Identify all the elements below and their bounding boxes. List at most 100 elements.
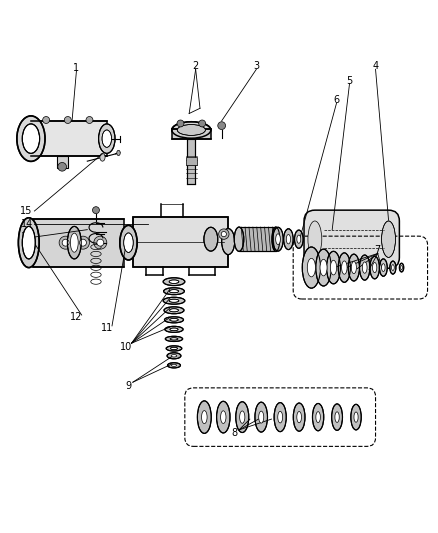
- Ellipse shape: [18, 218, 39, 268]
- Ellipse shape: [372, 263, 376, 273]
- Ellipse shape: [389, 261, 395, 274]
- Text: 6: 6: [333, 95, 339, 106]
- Text: 5: 5: [346, 76, 352, 86]
- Bar: [185, 157, 197, 165]
- Circle shape: [42, 117, 49, 124]
- Circle shape: [198, 120, 205, 127]
- Text: 1: 1: [73, 63, 79, 73]
- Ellipse shape: [70, 233, 78, 252]
- Ellipse shape: [399, 263, 403, 272]
- Circle shape: [58, 163, 66, 171]
- Ellipse shape: [272, 227, 283, 251]
- Ellipse shape: [203, 227, 217, 251]
- Ellipse shape: [326, 252, 339, 284]
- Text: 15: 15: [21, 206, 33, 216]
- Ellipse shape: [283, 229, 293, 249]
- Ellipse shape: [271, 227, 279, 252]
- Ellipse shape: [177, 125, 205, 135]
- Text: 11: 11: [100, 323, 113, 333]
- Text: 10: 10: [120, 342, 132, 352]
- Text: 4: 4: [371, 61, 378, 71]
- Ellipse shape: [201, 410, 207, 424]
- Ellipse shape: [296, 411, 301, 423]
- Ellipse shape: [381, 221, 395, 257]
- Circle shape: [92, 207, 99, 214]
- Circle shape: [76, 236, 89, 249]
- Ellipse shape: [22, 124, 39, 154]
- Ellipse shape: [294, 230, 303, 248]
- Ellipse shape: [350, 405, 360, 430]
- FancyBboxPatch shape: [304, 210, 399, 268]
- Bar: [133, 216, 228, 266]
- Ellipse shape: [341, 261, 346, 274]
- Ellipse shape: [163, 288, 184, 295]
- Bar: [57, 156, 67, 168]
- Ellipse shape: [347, 254, 359, 281]
- Ellipse shape: [124, 233, 133, 253]
- Text: 14: 14: [21, 219, 33, 229]
- Ellipse shape: [170, 348, 177, 350]
- Ellipse shape: [286, 235, 290, 244]
- Ellipse shape: [165, 336, 182, 342]
- Bar: [187, 139, 195, 184]
- Circle shape: [218, 229, 229, 239]
- Ellipse shape: [67, 227, 81, 259]
- Ellipse shape: [169, 299, 178, 302]
- Ellipse shape: [102, 130, 111, 147]
- Ellipse shape: [239, 411, 244, 423]
- Ellipse shape: [334, 412, 339, 423]
- Ellipse shape: [307, 259, 315, 277]
- Ellipse shape: [120, 225, 137, 260]
- Ellipse shape: [117, 150, 120, 156]
- Circle shape: [64, 117, 71, 124]
- Ellipse shape: [221, 229, 234, 255]
- Ellipse shape: [315, 249, 331, 286]
- Circle shape: [62, 239, 69, 246]
- Ellipse shape: [17, 116, 45, 161]
- Ellipse shape: [319, 259, 326, 276]
- Circle shape: [217, 122, 225, 130]
- Ellipse shape: [171, 122, 210, 138]
- Ellipse shape: [220, 411, 226, 423]
- Ellipse shape: [378, 259, 386, 276]
- Ellipse shape: [353, 412, 357, 422]
- Ellipse shape: [331, 404, 342, 430]
- Circle shape: [97, 239, 103, 246]
- Circle shape: [221, 231, 226, 237]
- Text: 12: 12: [70, 312, 82, 322]
- Ellipse shape: [235, 402, 248, 432]
- Ellipse shape: [312, 403, 323, 431]
- Ellipse shape: [399, 265, 402, 270]
- Ellipse shape: [293, 403, 304, 431]
- Ellipse shape: [275, 234, 280, 245]
- Circle shape: [86, 117, 93, 124]
- Ellipse shape: [170, 328, 178, 330]
- Circle shape: [59, 236, 72, 249]
- Ellipse shape: [254, 402, 267, 432]
- Ellipse shape: [163, 278, 184, 286]
- Bar: [33, 219, 124, 266]
- Circle shape: [79, 239, 86, 246]
- Ellipse shape: [302, 247, 320, 288]
- Ellipse shape: [99, 124, 115, 154]
- Circle shape: [94, 236, 106, 249]
- Ellipse shape: [391, 265, 393, 271]
- Ellipse shape: [216, 401, 230, 433]
- Ellipse shape: [171, 354, 177, 357]
- Ellipse shape: [170, 338, 177, 340]
- Bar: [238, 227, 275, 252]
- Ellipse shape: [170, 318, 178, 321]
- Bar: [133, 216, 228, 266]
- Ellipse shape: [307, 221, 321, 257]
- Ellipse shape: [296, 235, 300, 243]
- Text: 9: 9: [125, 381, 131, 391]
- Text: 8: 8: [231, 429, 237, 438]
- Ellipse shape: [330, 260, 336, 275]
- Ellipse shape: [361, 262, 366, 273]
- Ellipse shape: [164, 317, 183, 323]
- Ellipse shape: [171, 364, 176, 366]
- Text: 3: 3: [253, 61, 259, 71]
- Bar: [171, 129, 210, 139]
- Ellipse shape: [166, 346, 181, 351]
- Ellipse shape: [381, 264, 384, 271]
